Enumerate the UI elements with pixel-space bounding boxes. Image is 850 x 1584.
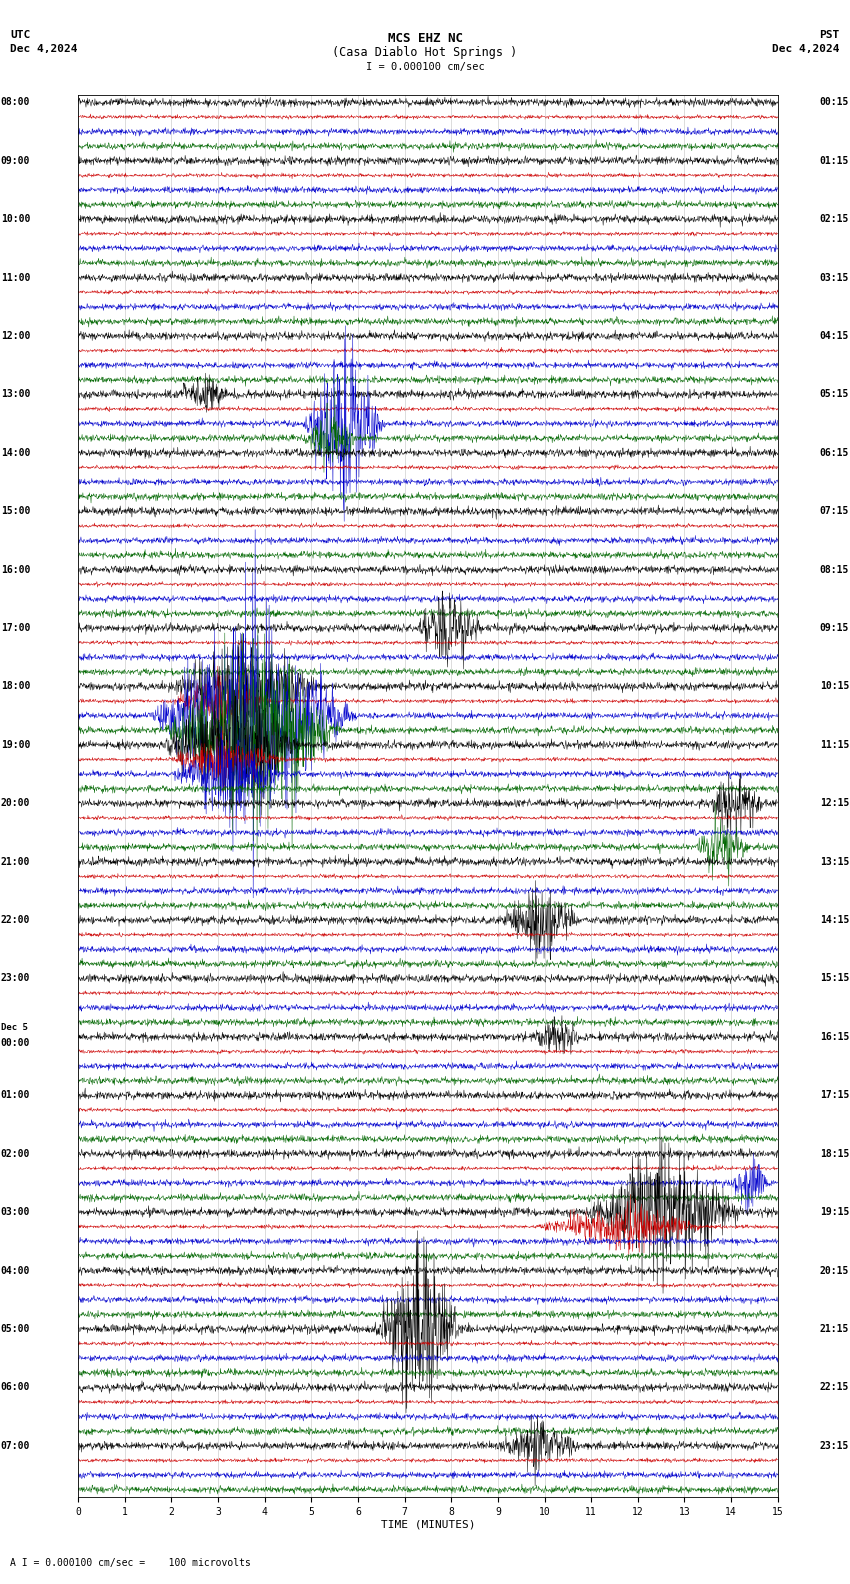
Text: 04:15: 04:15	[819, 331, 849, 341]
Text: 05:00: 05:00	[1, 1324, 31, 1334]
Text: 22:00: 22:00	[1, 916, 31, 925]
Text: 14:15: 14:15	[819, 916, 849, 925]
Text: 05:15: 05:15	[819, 390, 849, 399]
Text: 13:00: 13:00	[1, 390, 31, 399]
Text: 15:15: 15:15	[819, 974, 849, 984]
Text: UTC: UTC	[10, 30, 31, 40]
Text: 12:00: 12:00	[1, 331, 31, 341]
Text: 02:00: 02:00	[1, 1148, 31, 1159]
Text: 06:00: 06:00	[1, 1383, 31, 1392]
Text: 21:15: 21:15	[819, 1324, 849, 1334]
Text: 17:15: 17:15	[819, 1090, 849, 1101]
Text: 07:15: 07:15	[819, 507, 849, 516]
Text: 20:15: 20:15	[819, 1266, 849, 1275]
Text: 12:15: 12:15	[819, 798, 849, 808]
Text: 22:15: 22:15	[819, 1383, 849, 1392]
Text: 21:00: 21:00	[1, 857, 31, 866]
Text: 16:15: 16:15	[819, 1031, 849, 1042]
Text: 09:00: 09:00	[1, 155, 31, 166]
Text: 19:00: 19:00	[1, 740, 31, 749]
Text: A I = 0.000100 cm/sec =    100 microvolts: A I = 0.000100 cm/sec = 100 microvolts	[10, 1559, 251, 1568]
Text: 00:00: 00:00	[1, 1038, 31, 1049]
Text: 11:00: 11:00	[1, 272, 31, 282]
X-axis label: TIME (MINUTES): TIME (MINUTES)	[381, 1519, 475, 1530]
Text: 23:00: 23:00	[1, 974, 31, 984]
Text: (Casa Diablo Hot Springs ): (Casa Diablo Hot Springs )	[332, 46, 518, 59]
Text: 06:15: 06:15	[819, 448, 849, 458]
Text: 04:00: 04:00	[1, 1266, 31, 1275]
Text: 03:15: 03:15	[819, 272, 849, 282]
Text: 07:00: 07:00	[1, 1441, 31, 1451]
Text: 08:00: 08:00	[1, 97, 31, 108]
Text: 18:15: 18:15	[819, 1148, 849, 1159]
Text: 20:00: 20:00	[1, 798, 31, 808]
Text: 16:00: 16:00	[1, 564, 31, 575]
Text: 17:00: 17:00	[1, 623, 31, 634]
Text: Dec 4,2024: Dec 4,2024	[773, 44, 840, 54]
Text: 01:15: 01:15	[819, 155, 849, 166]
Text: 00:15: 00:15	[819, 97, 849, 108]
Text: I = 0.000100 cm/sec: I = 0.000100 cm/sec	[366, 62, 484, 71]
Text: 19:15: 19:15	[819, 1207, 849, 1217]
Text: 09:15: 09:15	[819, 623, 849, 634]
Text: 18:00: 18:00	[1, 681, 31, 692]
Text: 11:15: 11:15	[819, 740, 849, 749]
Text: Dec 5: Dec 5	[1, 1023, 28, 1031]
Text: 02:15: 02:15	[819, 214, 849, 225]
Text: 13:15: 13:15	[819, 857, 849, 866]
Text: 01:00: 01:00	[1, 1090, 31, 1101]
Text: MCS EHZ NC: MCS EHZ NC	[388, 32, 462, 44]
Text: 14:00: 14:00	[1, 448, 31, 458]
Text: 03:00: 03:00	[1, 1207, 31, 1217]
Text: 15:00: 15:00	[1, 507, 31, 516]
Text: 10:00: 10:00	[1, 214, 31, 225]
Text: Dec 4,2024: Dec 4,2024	[10, 44, 77, 54]
Text: 08:15: 08:15	[819, 564, 849, 575]
Text: 10:15: 10:15	[819, 681, 849, 692]
Text: 23:15: 23:15	[819, 1441, 849, 1451]
Text: PST: PST	[819, 30, 840, 40]
